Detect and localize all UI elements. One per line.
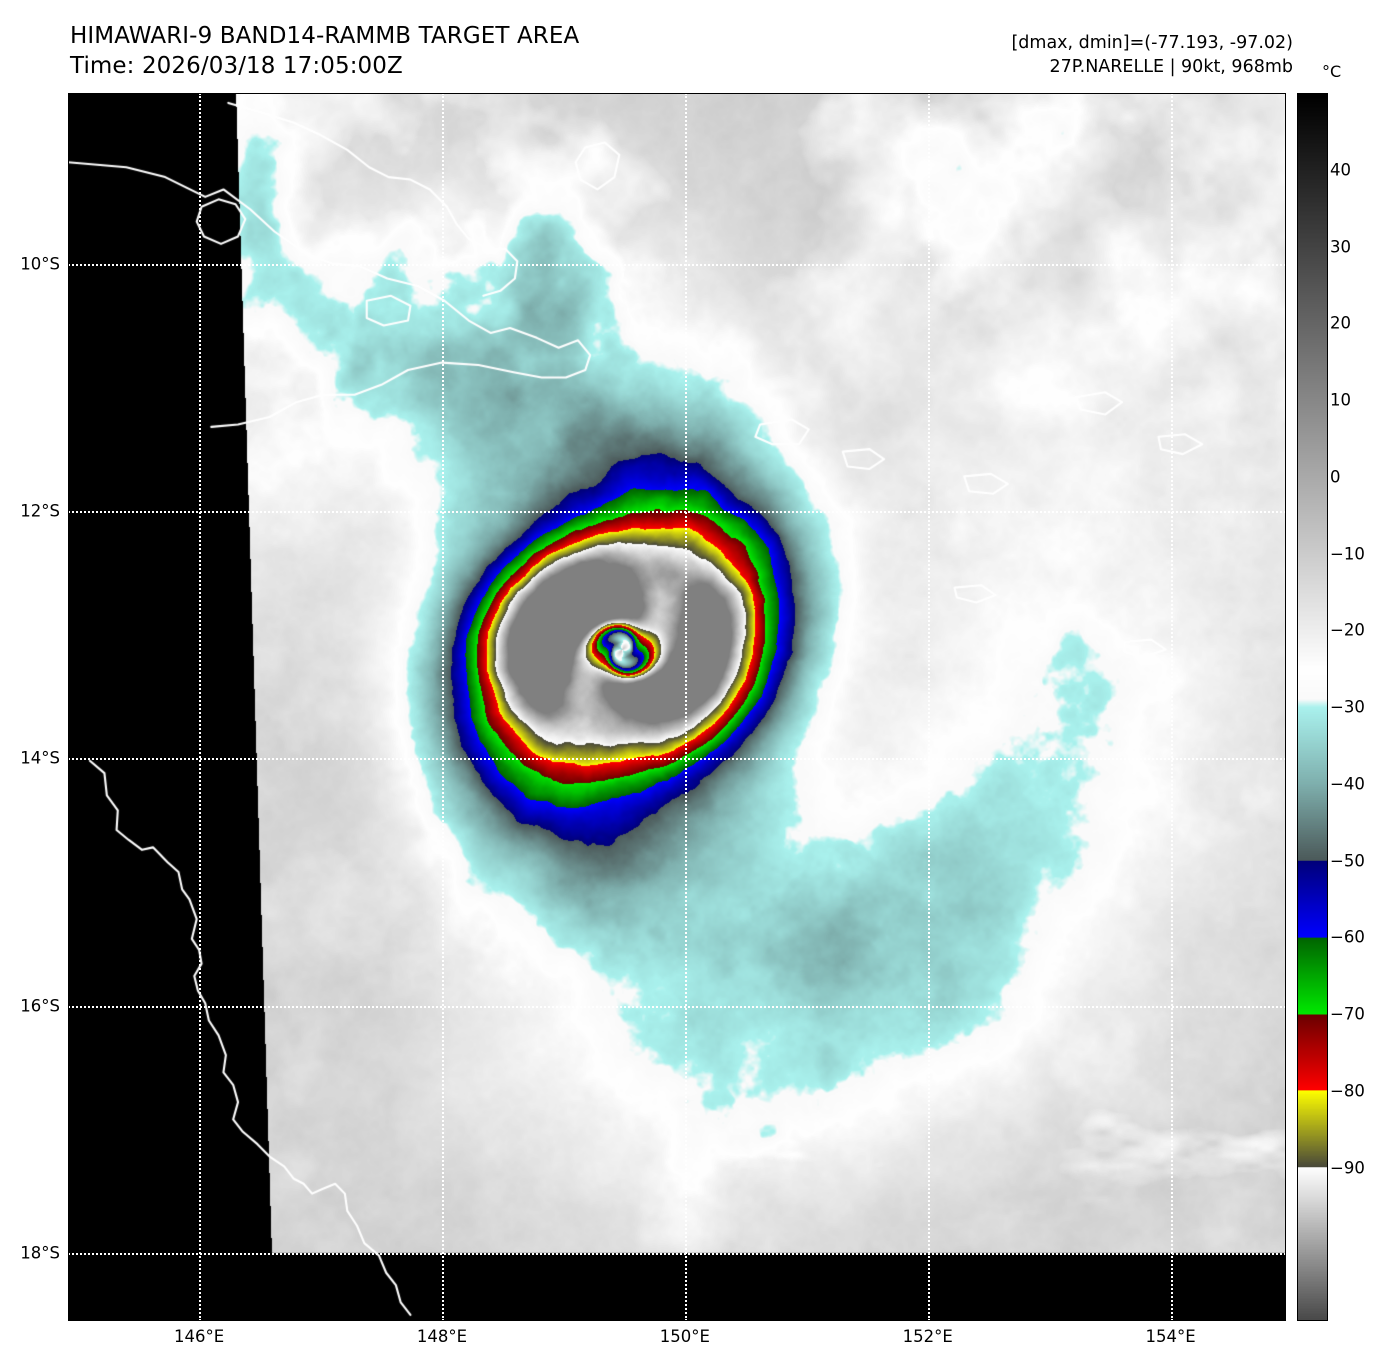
gridline-lat bbox=[68, 758, 1286, 761]
gridline-lon bbox=[1170, 93, 1173, 1321]
gridline-lat bbox=[68, 1253, 1286, 1255]
colorbar bbox=[1297, 93, 1328, 1321]
gridline-lon bbox=[927, 93, 930, 1321]
gridline-lat bbox=[68, 1005, 1286, 1008]
lat-tick-label: 10°S bbox=[20, 254, 60, 274]
colorbar-tick-label: 30 bbox=[1330, 237, 1351, 256]
colorbar-tick-label: −60 bbox=[1330, 927, 1365, 947]
data-minmax-label: [dmax, dmin]=(-77.193, -97.02) bbox=[1011, 33, 1293, 53]
infrared-imagery-canvas bbox=[68, 93, 1286, 1321]
lat-tick-label: 18°S bbox=[20, 1243, 60, 1263]
lon-tick-label: 154°E bbox=[1145, 1327, 1196, 1346]
colorbar-gradient bbox=[1297, 93, 1328, 1321]
gridline-lon bbox=[199, 93, 202, 1321]
colorbar-tick-label: 0 bbox=[1330, 467, 1341, 487]
lon-tick-label: 148°E bbox=[416, 1327, 468, 1346]
satellite-map-panel[interactable]: Copyright © 2020-2026 Dapiya bbox=[68, 93, 1286, 1321]
lon-tick-label: 152°E bbox=[902, 1327, 953, 1346]
page-title: HIMAWARI-9 BAND14-RAMMB TARGET AREA bbox=[70, 23, 580, 49]
colorbar-tick-label: −30 bbox=[1330, 697, 1365, 717]
timestamp-label: Time: 2026/03/18 17:05:00Z bbox=[70, 53, 403, 79]
colorbar-tick-label: 20 bbox=[1330, 313, 1351, 333]
gridline-lat bbox=[68, 263, 1286, 266]
colorbar-tick-label: −40 bbox=[1330, 774, 1365, 794]
colorbar-tick-label: −80 bbox=[1330, 1081, 1365, 1101]
gridline-lon bbox=[684, 93, 687, 1321]
colorbar-tick-label: −20 bbox=[1330, 620, 1365, 640]
storm-info-label: 27P.NARELLE | 90kt, 968mb bbox=[1049, 57, 1293, 77]
lat-tick-label: 16°S bbox=[20, 996, 60, 1016]
colorbar-ticks: 40 30 20 10 0 −10 −20 −30 −40 −50 −60 −70 −80 −90 bbox=[1330, 93, 1386, 1321]
colorbar-tick-label: 40 bbox=[1330, 160, 1351, 180]
lon-tick-label: 146°E bbox=[174, 1327, 225, 1346]
lat-tick-label: 14°S bbox=[20, 748, 60, 768]
colorbar-tick-label: −50 bbox=[1330, 851, 1365, 870]
lon-tick-label: 150°E bbox=[659, 1327, 710, 1346]
lat-tick-label: 12°S bbox=[20, 501, 60, 521]
gridline-lon bbox=[442, 93, 444, 1321]
colorbar-tick-label: −90 bbox=[1330, 1158, 1365, 1177]
colorbar-unit-label: °C bbox=[1322, 62, 1342, 81]
colorbar-tick-label: −70 bbox=[1330, 1004, 1365, 1024]
colorbar-tick-label: −10 bbox=[1330, 544, 1365, 563]
colorbar-tick-label: 10 bbox=[1330, 390, 1351, 410]
gridline-lat bbox=[68, 511, 1286, 513]
